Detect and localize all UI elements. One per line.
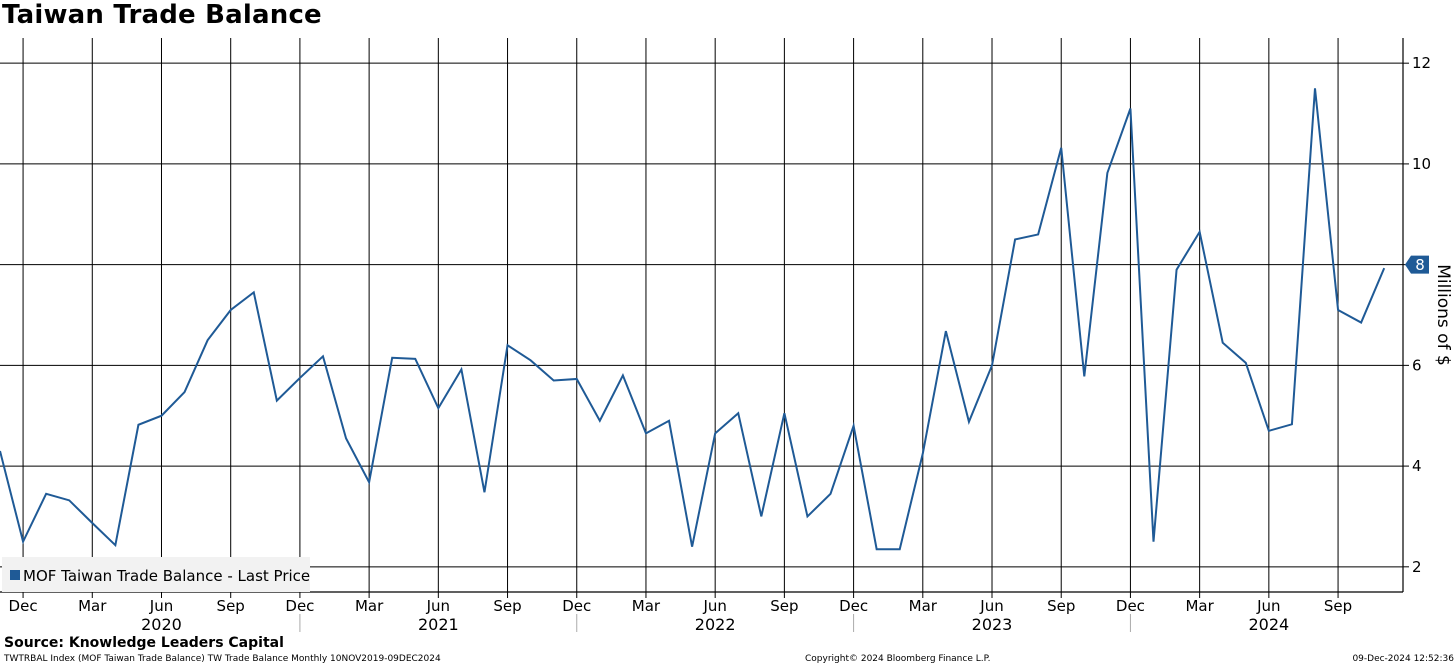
x-tick-label: Sep bbox=[217, 597, 245, 615]
x-tick-label: Mar bbox=[355, 597, 384, 615]
year-label: 2022 bbox=[695, 615, 736, 634]
chart-title: Taiwan Trade Balance bbox=[2, 0, 322, 30]
x-tick-label: Sep bbox=[770, 597, 798, 615]
copyright-note: Copyright© 2024 Bloomberg Finance L.P. bbox=[805, 654, 991, 664]
last-value-marker bbox=[1405, 255, 1429, 274]
x-tick-label: Dec bbox=[839, 597, 868, 615]
grid-lines bbox=[0, 38, 1403, 592]
y-tick-label: 6 bbox=[1412, 356, 1422, 374]
y-tick-label: 4 bbox=[1412, 457, 1422, 475]
index-info: TWTRBAL Index (MOF Taiwan Trade Balance)… bbox=[4, 654, 441, 664]
source-note: Source: Knowledge Leaders Capital bbox=[4, 635, 284, 651]
x-tick-label: Sep bbox=[1047, 597, 1075, 615]
y-axis-label: Millions of $ bbox=[1433, 264, 1453, 366]
y-tick-label: 12 bbox=[1412, 54, 1431, 72]
x-tick-label: Jun bbox=[979, 597, 1003, 615]
x-tick-label: Mar bbox=[78, 597, 107, 615]
legend: MOF Taiwan Trade Balance - Last Price bbox=[2, 557, 310, 592]
x-tick-label: Jun bbox=[149, 597, 173, 615]
x-tick-label: Mar bbox=[909, 597, 938, 615]
legend-swatch bbox=[10, 570, 20, 580]
legend-box bbox=[2, 557, 310, 592]
x-tick-label: Mar bbox=[632, 597, 661, 615]
x-tick-label: Sep bbox=[1324, 597, 1352, 615]
axis-labels: 2 4 6 8 10 12 Dec Mar Jun Sep Dec Mar Jun Sep Dec Mar Ju… bbox=[9, 54, 1453, 634]
x-tick-label: Jun bbox=[702, 597, 726, 615]
y-tick-label: 10 bbox=[1412, 155, 1431, 173]
year-label: 2020 bbox=[141, 615, 182, 634]
x-tick-label: Dec bbox=[1116, 597, 1145, 615]
year-label: 2021 bbox=[418, 615, 459, 634]
year-label: 2023 bbox=[972, 615, 1013, 634]
last-value-label: 8 bbox=[1415, 256, 1425, 274]
x-tick-label: Dec bbox=[285, 597, 314, 615]
y-tick-label: 2 bbox=[1412, 558, 1422, 576]
x-tick-label: Sep bbox=[493, 597, 521, 615]
series-layer bbox=[0, 88, 1386, 551]
x-tick-label: Mar bbox=[1185, 597, 1214, 615]
year-label: 2024 bbox=[1248, 615, 1289, 634]
x-tick-label: Dec bbox=[562, 597, 591, 615]
legend-label: MOF Taiwan Trade Balance - Last Price bbox=[23, 567, 310, 585]
x-tick-label: Jun bbox=[426, 597, 450, 615]
x-tick-label: Jun bbox=[1256, 597, 1280, 615]
x-tick-label: Dec bbox=[9, 597, 38, 615]
timestamp: 09-Dec-2024 12:52:36 bbox=[1352, 654, 1454, 664]
series-line bbox=[0, 88, 1386, 551]
